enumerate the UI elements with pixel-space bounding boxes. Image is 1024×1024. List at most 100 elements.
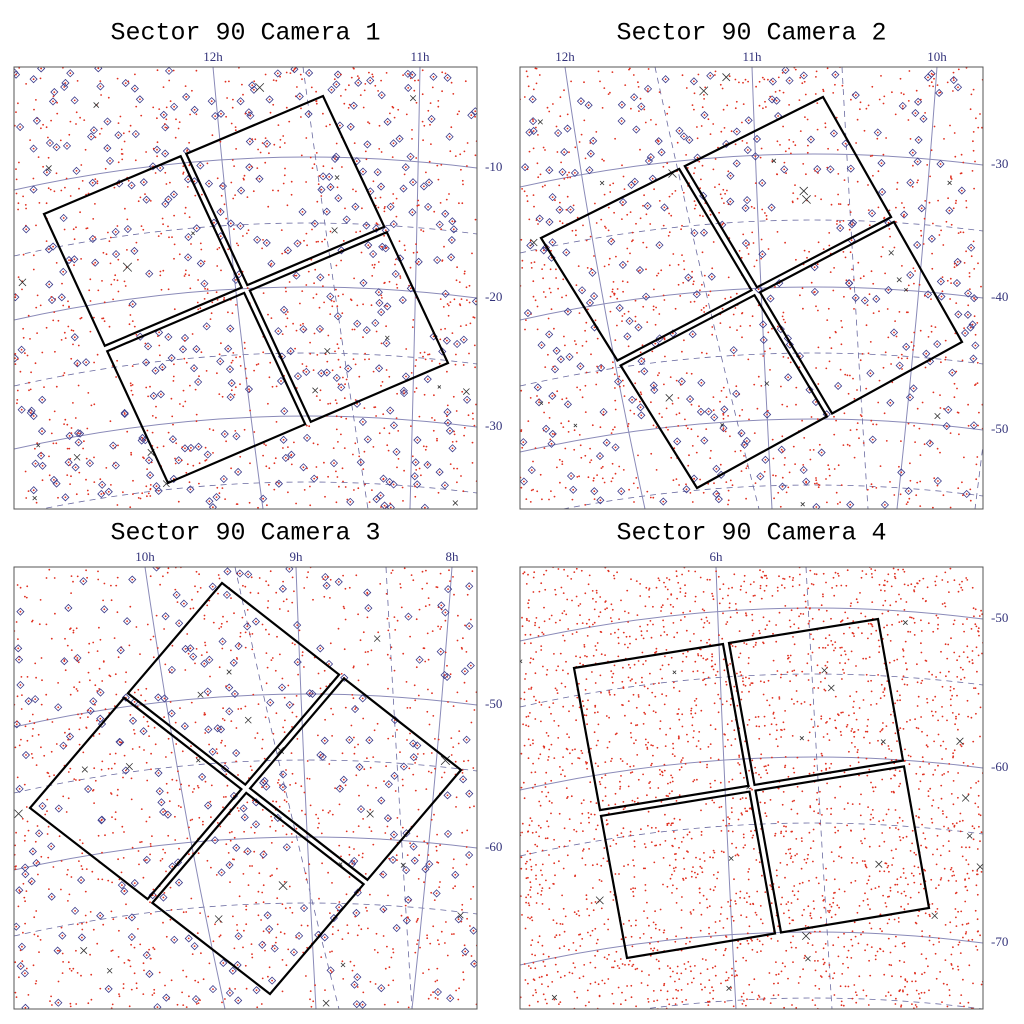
star: [309, 998, 311, 1001]
star: [145, 361, 148, 364]
star: [836, 220, 838, 223]
target: [225, 988, 234, 997]
star: [130, 943, 133, 946]
star: [878, 98, 881, 101]
star: [14, 293, 17, 296]
star: [950, 176, 952, 179]
target: [14, 644, 23, 653]
star: [663, 337, 666, 339]
star: [745, 440, 748, 442]
star: [110, 484, 112, 486]
star: [434, 767, 436, 770]
star: [41, 351, 44, 354]
star: [909, 138, 912, 140]
star: [114, 818, 117, 821]
star: [65, 811, 68, 813]
star: [237, 645, 240, 647]
star: [441, 776, 443, 779]
star: [170, 751, 173, 754]
target: [194, 442, 203, 451]
star: [248, 388, 250, 391]
star: [16, 358, 19, 361]
star: [80, 974, 82, 977]
target: [144, 342, 153, 351]
target: [366, 76, 375, 85]
star: [128, 130, 131, 133]
star: [417, 878, 420, 880]
star: [299, 302, 301, 305]
star: [159, 270, 162, 273]
star: [194, 662, 196, 665]
target: [436, 647, 445, 656]
star: [96, 353, 99, 356]
target: [77, 933, 86, 942]
star: [557, 287, 559, 290]
star: [974, 333, 977, 336]
star: [187, 236, 190, 238]
star: [613, 426, 616, 428]
star: [184, 648, 187, 650]
target: [85, 459, 94, 468]
star: [757, 288, 760, 291]
target: [151, 366, 160, 375]
target: [677, 377, 686, 386]
star: [113, 637, 116, 639]
star: [555, 268, 557, 271]
star: [110, 950, 113, 952]
star: [96, 690, 99, 692]
star: [212, 429, 215, 432]
ccd-footprint: [619, 293, 829, 490]
star: [96, 942, 99, 945]
star: [16, 695, 19, 698]
star: [229, 222, 232, 225]
star: [425, 445, 428, 448]
target: [223, 567, 232, 576]
star: [413, 684, 416, 687]
star: [25, 806, 28, 808]
star: [562, 278, 565, 281]
target: [410, 472, 419, 481]
star: [379, 196, 382, 199]
star: [211, 585, 214, 588]
star: [222, 185, 224, 188]
star: [338, 844, 341, 847]
star: [137, 200, 140, 203]
star: [413, 89, 416, 92]
star: [252, 190, 255, 193]
star: [446, 954, 449, 957]
star: [243, 929, 245, 932]
star: [374, 983, 377, 985]
target: [758, 250, 767, 259]
star: [583, 119, 586, 122]
target: [595, 452, 605, 461]
star: [927, 76, 929, 79]
star: [534, 447, 537, 449]
star: [345, 830, 348, 833]
star: [587, 308, 589, 311]
star: [963, 456, 965, 459]
star: [338, 803, 341, 806]
star: [135, 982, 138, 985]
star: [154, 172, 157, 174]
star: [450, 754, 453, 756]
star: [466, 299, 468, 301]
star: [932, 85, 934, 88]
star: [41, 679, 43, 682]
star: [276, 72, 279, 75]
star: [377, 206, 380, 209]
star: [402, 500, 404, 502]
target: [637, 102, 646, 111]
star: [643, 370, 646, 373]
target: [759, 320, 768, 329]
target: [444, 585, 453, 594]
bright-star: [800, 502, 805, 507]
star: [965, 206, 968, 209]
star: [795, 403, 797, 406]
star: [464, 950, 467, 953]
star: [378, 367, 380, 370]
star: [241, 83, 243, 86]
star: [630, 184, 633, 186]
star: [297, 375, 299, 377]
target: [389, 421, 398, 430]
star: [449, 580, 451, 582]
